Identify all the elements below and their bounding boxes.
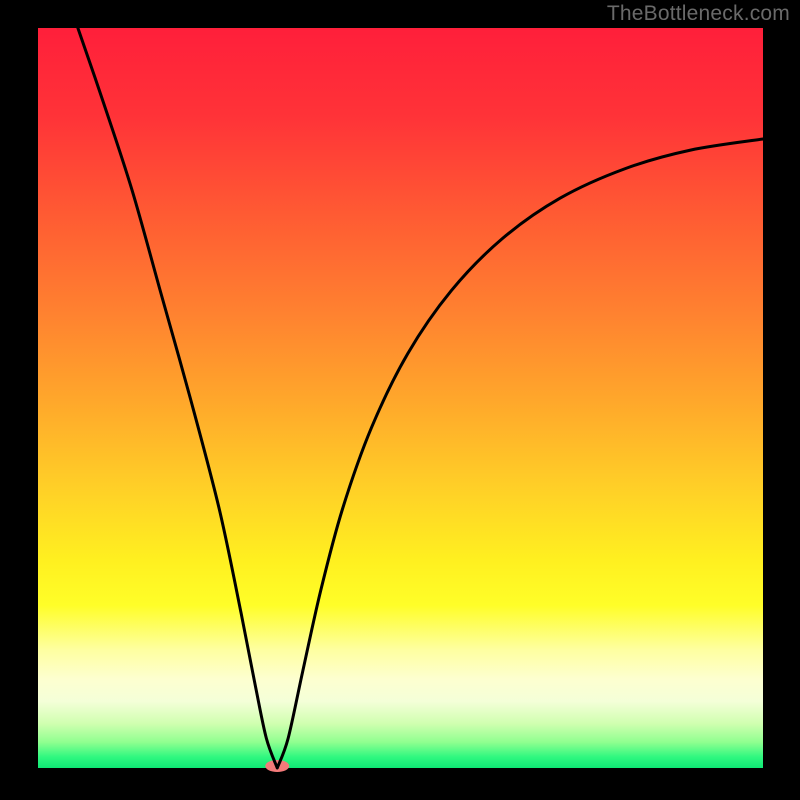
watermark-label: TheBottleneck.com — [607, 2, 790, 26]
plot-background — [38, 28, 763, 768]
bottleneck-chart — [0, 0, 800, 800]
chart-frame: TheBottleneck.com — [0, 0, 800, 800]
